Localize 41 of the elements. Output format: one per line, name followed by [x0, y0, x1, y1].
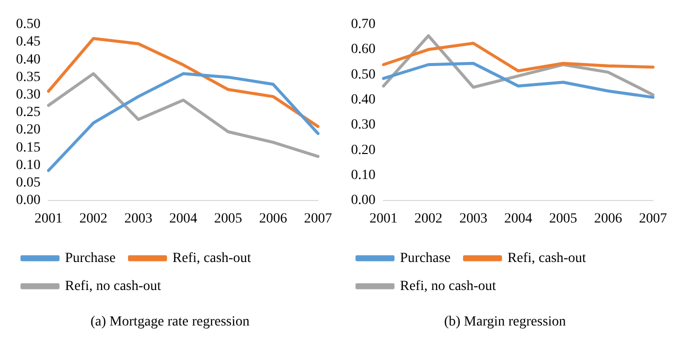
x-tick-label: 2002: [79, 211, 108, 226]
x-tick-label: 2007: [639, 211, 667, 226]
text: (b) Margin regression: [444, 314, 566, 330]
x-tick-label: 2007: [304, 211, 332, 226]
y-tick-label: 0.05: [16, 175, 40, 190]
y-tick-label: 0.00: [351, 193, 376, 208]
y-tick-label: 0.30: [351, 118, 376, 133]
text: (a) Mortgage rate regression: [90, 314, 250, 330]
y-tick-label: 0.10: [351, 168, 376, 183]
legend-label: Refi, no cash-out: [65, 278, 162, 294]
y-tick-label: 0.50: [351, 67, 376, 82]
y-tick-label: 0.30: [16, 87, 40, 102]
legend-label: Refi, cash-out: [508, 250, 586, 266]
x-tick-label: 2001: [370, 211, 398, 226]
x-tick-label: 2002: [414, 211, 442, 226]
y-tick-label: 0.70: [351, 17, 376, 32]
y-tick-label: 0.25: [16, 105, 40, 120]
x-tick-label: 2005: [214, 211, 242, 226]
x-tick-label: 2004: [169, 211, 198, 226]
y-tick-label: 0.40: [351, 92, 376, 108]
y-tick-label: 0.10: [16, 158, 40, 173]
y-tick-label: 0.35: [16, 70, 40, 85]
legend-label: Refi, cash-out: [172, 250, 252, 266]
y-tick-label: 0.00: [16, 193, 40, 208]
y-tick-label: 0.15: [16, 140, 40, 156]
x-tick-label: 2001: [34, 211, 62, 226]
legend-label: Refi, no cash-out: [400, 278, 496, 294]
y-tick-label: 0.40: [16, 52, 40, 68]
y-tick-label: 0.45: [16, 34, 40, 50]
y-tick-label: 0.20: [16, 122, 40, 138]
x-tick-label: 2003: [124, 211, 152, 226]
x-tick-label: 2006: [594, 211, 622, 226]
y-tick-label: 0.50: [16, 17, 40, 32]
y-tick-label: 0.20: [351, 142, 376, 158]
x-tick-label: 2006: [259, 211, 288, 226]
x-tick-label: 2005: [549, 211, 578, 226]
legend-label: Purchase: [65, 250, 116, 266]
y-tick-label: 0.60: [351, 42, 376, 58]
x-tick-label: 2004: [504, 211, 532, 226]
legend-label: Purchase: [400, 250, 451, 266]
x-tick-label: 2003: [459, 211, 488, 226]
